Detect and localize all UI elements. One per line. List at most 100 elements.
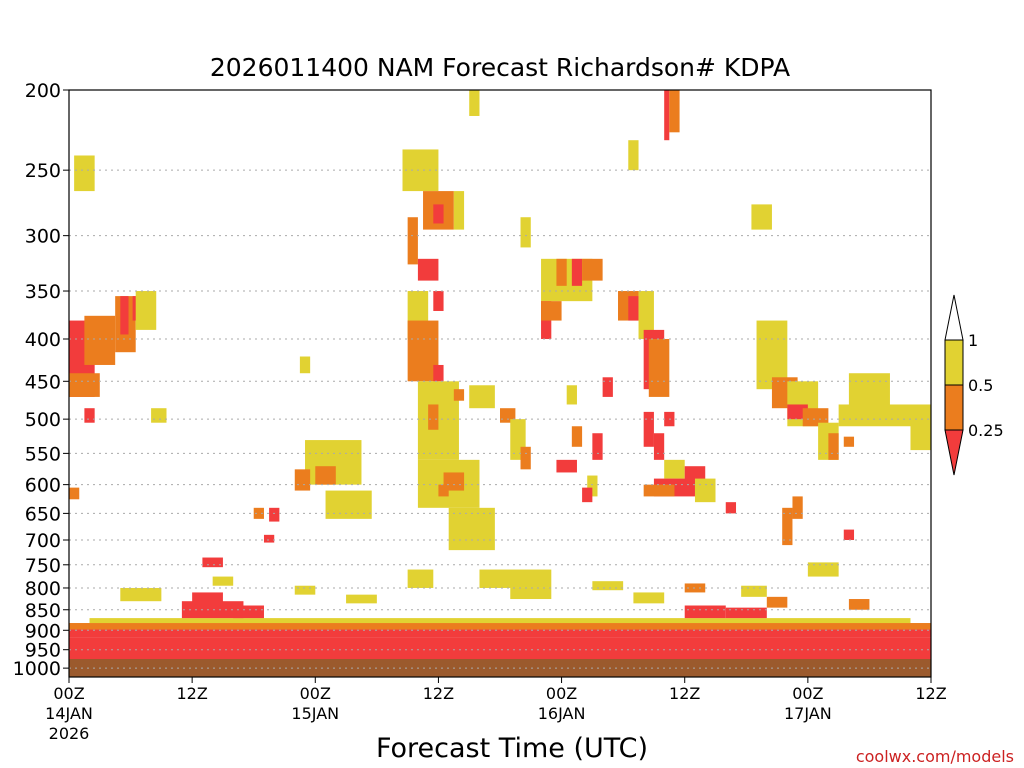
ri-cell-36: [438, 484, 449, 497]
y-tick-label-700: 700: [25, 530, 61, 552]
ri-cell-93: [181, 601, 244, 619]
y-tick-label-950: 950: [25, 640, 61, 662]
ri-cell-82: [843, 529, 855, 541]
ri-cell-3: [74, 155, 95, 192]
ri-cell-62: [653, 433, 665, 460]
ri-cell-106: [848, 599, 870, 610]
ri-cell-23: [407, 217, 418, 265]
x-year-label-0: 2026: [49, 724, 90, 743]
ri-cell-31: [453, 389, 465, 401]
ri-cell-10: [69, 487, 80, 500]
ri-cell-7: [135, 291, 157, 330]
ri-cell-59: [648, 338, 670, 397]
y-tick-label-500: 500: [25, 409, 61, 431]
ri-cell-66: [643, 484, 675, 497]
ri-cell-1: [69, 373, 100, 397]
ri-cell-25: [433, 291, 444, 311]
ri-cell-68: [751, 204, 772, 230]
ri-cell-85: [725, 502, 737, 514]
band-layer: [69, 618, 931, 660]
ground-layer: [69, 657, 931, 677]
legend-swatch-gt_1: [944, 294, 964, 341]
y-tick-label-400: 400: [25, 329, 61, 351]
ri-cell-44: [571, 258, 583, 286]
ri-cell-89: [628, 140, 639, 171]
legend-label-1: 0.5: [968, 376, 993, 395]
ri-cell-61: [643, 411, 654, 447]
ri-cell-30: [428, 404, 439, 430]
x-axis-label: Forecast Time (UTC): [376, 733, 648, 764]
ri-cell-49: [571, 426, 583, 447]
ri-cell-18: [325, 490, 372, 519]
x-date-label-6: 17JAN: [784, 704, 832, 723]
ri-cell-41: [407, 569, 434, 588]
ri-cell-81: [741, 585, 767, 597]
ri-cell-5: [120, 296, 129, 335]
ri-cell-21: [433, 204, 444, 224]
ri-cell-32: [469, 385, 495, 409]
x-date-label-2: 15JAN: [291, 704, 339, 723]
ri-cell-73: [802, 408, 829, 427]
ri-cell-40: [479, 569, 552, 588]
credit-link[interactable]: coolwx.com/models: [856, 747, 1014, 766]
y-tick-label-200: 200: [25, 80, 61, 102]
ground-fill: [69, 657, 931, 677]
ri-cell-24: [417, 258, 439, 281]
y-tick-label-450: 450: [25, 371, 61, 393]
y-tick-label-250: 250: [25, 160, 61, 182]
legend-swatch-0.5_1: [944, 339, 964, 386]
ri-cell-86: [664, 90, 670, 141]
ri-cell-37: [500, 408, 516, 423]
ri-cell-39: [520, 446, 531, 470]
ri-cell-83: [782, 507, 793, 546]
x-tick-label-6: 00Z: [792, 684, 823, 703]
ri-cell-100: [346, 594, 377, 604]
ri-cell-51: [587, 475, 598, 497]
legend-label-2: 0.25: [968, 421, 1004, 440]
ri-cell-54: [582, 487, 593, 503]
ri-cell-35: [448, 507, 495, 551]
ri-cell-9: [151, 408, 167, 423]
band-2: [69, 623, 931, 630]
ri-cell-53: [592, 433, 603, 460]
y-tick-label-600: 600: [25, 475, 61, 497]
ri-cell-19: [402, 149, 439, 192]
ri-cell-63: [664, 459, 685, 479]
x-tick-label-3: 12Z: [423, 684, 454, 703]
y-tick-label-850: 850: [25, 600, 61, 622]
ri-cell-90: [520, 217, 531, 248]
x-tick-label-0: 00Z: [53, 684, 84, 703]
ri-cell-78: [910, 419, 931, 451]
ri-cell-48: [566, 385, 577, 405]
ri-cell-99: [294, 585, 316, 595]
plot-frame: [68, 89, 932, 678]
ri-cell-57: [638, 291, 654, 339]
legend-label-0: 1: [968, 331, 978, 350]
legend: 1 0.5 0.25: [944, 294, 1004, 476]
ri-cell-98: [212, 576, 234, 586]
x-tick-label-4: 00Z: [546, 684, 577, 703]
ri-cell-52: [602, 377, 613, 397]
x-tick-label-5: 12Z: [669, 684, 700, 703]
ri-cell-91: [202, 557, 223, 568]
y-tick-label-1000: 1000: [13, 658, 61, 680]
x-date-label-4: 16JAN: [538, 704, 586, 723]
y-tick-label-800: 800: [25, 578, 61, 600]
ri-cell-67: [694, 478, 716, 503]
y-tick-label-300: 300: [25, 226, 61, 248]
x-tick-label-2: 00Z: [300, 684, 331, 703]
y-tick-label-650: 650: [25, 503, 61, 525]
cell-layer: [69, 90, 931, 619]
ri-cell-103: [633, 592, 665, 604]
ri-cell-88: [469, 90, 480, 116]
ri-cell-79: [843, 436, 855, 447]
ri-cell-95: [684, 605, 726, 619]
x-date-label-0: 14JAN: [45, 704, 93, 723]
ri-cell-47: [541, 301, 562, 321]
ri-cell-12: [269, 507, 280, 522]
ri-cell-75: [828, 433, 839, 460]
ri-cell-13: [263, 534, 275, 543]
band-1: [69, 629, 931, 638]
y-tick-label-900: 900: [25, 620, 61, 642]
